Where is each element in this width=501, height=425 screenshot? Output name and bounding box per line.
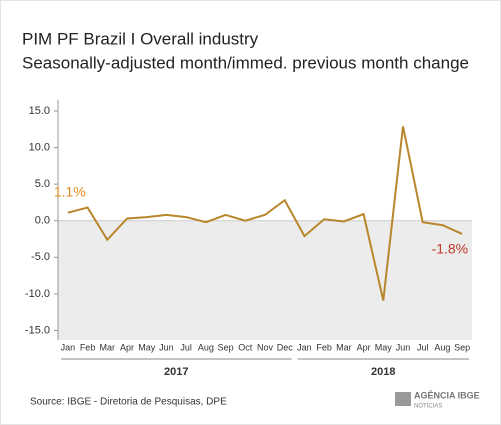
x-tick-label: Feb [80, 342, 96, 352]
x-tick-label: Dec [277, 342, 294, 352]
x-tick-label: Mar [100, 342, 116, 352]
x-tick-label: Jun [396, 342, 411, 352]
x-tick-label: Jul [417, 342, 429, 352]
chart-subtitle: Seasonally-adjusted month/immed. previou… [22, 53, 469, 72]
x-tick-label: Feb [316, 342, 332, 352]
x-tick-label: May [375, 342, 393, 352]
negative-area [58, 220, 472, 340]
x-tick-label: Jan [61, 342, 76, 352]
x-tick-label: Oct [238, 342, 253, 352]
logo-subtext: NOTÍCIAS [414, 403, 442, 410]
y-tick-label: -15.0 [25, 324, 50, 336]
x-tick-label: Sep [218, 342, 234, 352]
year-label: 2018 [371, 366, 395, 378]
value-label: -1.8% [432, 241, 469, 257]
y-tick-label: -5.0 [31, 251, 50, 263]
y-tick-label: 5.0 [35, 178, 50, 190]
source: Source: IBGE - Diretoria de Pesquisas, D… [30, 397, 227, 408]
x-tick-label: Jun [159, 342, 174, 352]
chart-title: PIM PF Brazil I Overall industry [22, 29, 259, 48]
y-tick-label: 10.0 [29, 141, 50, 153]
y-tick-label: 15.0 [29, 105, 50, 117]
x-tick-label: Nov [257, 342, 274, 352]
x-tick-label: Apr [357, 342, 371, 352]
logo-text: AGÊNCIA IBGE [414, 389, 480, 400]
logo-icon [395, 392, 411, 406]
x-tick-label: Jul [180, 342, 192, 352]
series-line [67, 126, 463, 301]
value-label: 1.1% [54, 183, 86, 199]
x-tick-label: Aug [434, 342, 450, 352]
x-tick-label: Apr [120, 342, 134, 352]
y-tick-label: -10.0 [25, 288, 50, 300]
year-label: 2017 [164, 366, 188, 378]
x-tick-label: Mar [336, 342, 352, 352]
x-tick-label: Jan [297, 342, 312, 352]
x-tick-label: Sep [454, 342, 470, 352]
x-tick-label: May [138, 342, 156, 352]
x-tick-label: Aug [198, 342, 214, 352]
y-tick-label: 0.0 [35, 215, 50, 227]
